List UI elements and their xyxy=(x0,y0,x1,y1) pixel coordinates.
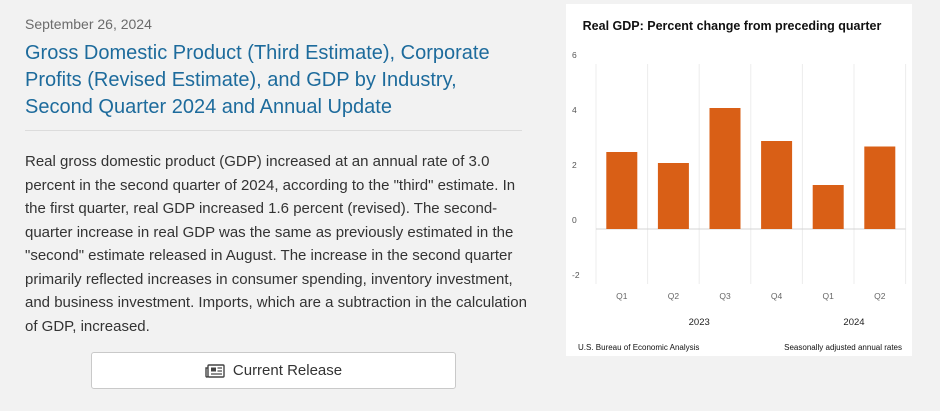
newspaper-icon xyxy=(205,363,225,378)
bar-2 xyxy=(657,163,689,229)
y-tick-label: -2 xyxy=(572,270,580,280)
year-label: 2023 xyxy=(689,317,710,328)
y-tick-label: 2 xyxy=(572,160,577,170)
article-title-link[interactable]: Gross Domestic Product (Third Estimate),… xyxy=(25,42,490,118)
chart-source: U.S. Bureau of Economic Analysis xyxy=(578,343,699,352)
x-tick-label: Q2 xyxy=(874,291,886,301)
release-date: September 26, 2024 xyxy=(25,16,152,32)
year-label: 2024 xyxy=(843,317,864,328)
article-summary: Real gross domestic product (GDP) increa… xyxy=(25,153,527,335)
chart-note: Seasonally adjusted annual rates xyxy=(784,343,902,352)
current-release-label: Current Release xyxy=(232,362,343,379)
y-tick-label: 0 xyxy=(572,215,577,225)
chart-title: Real GDP: Percent change from preceding … xyxy=(583,19,882,33)
x-tick-label: Q1 xyxy=(616,291,628,301)
bar-6 xyxy=(864,146,896,229)
x-tick-label: Q4 xyxy=(771,291,783,301)
bar-3 xyxy=(709,108,741,229)
x-tick-label: Q2 xyxy=(668,291,680,301)
current-release-button[interactable]: Current Release xyxy=(91,352,456,389)
gdp-chart: Real GDP: Percent change from preceding … xyxy=(566,4,912,356)
y-tick-label: 4 xyxy=(572,105,577,115)
x-tick-label: Q3 xyxy=(719,291,731,301)
bar-1 xyxy=(606,152,638,229)
y-tick-label: 6 xyxy=(572,50,577,60)
bar-4 xyxy=(761,141,793,229)
x-tick-label: Q1 xyxy=(823,291,835,301)
bar-5 xyxy=(812,185,844,229)
divider xyxy=(25,130,522,131)
